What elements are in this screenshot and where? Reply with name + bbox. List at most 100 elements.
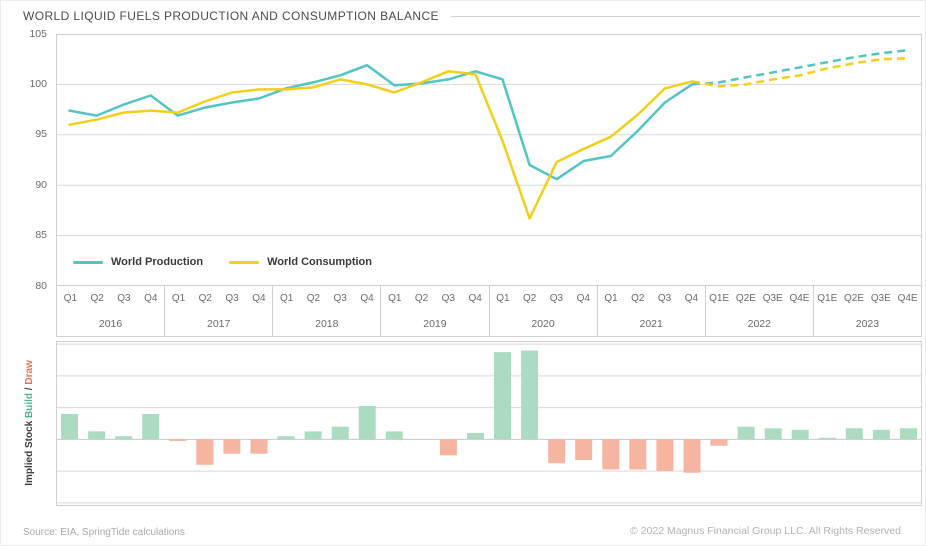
year-group-2018: Q1 Q2 Q3 Q4 2018 (273, 286, 382, 336)
legend-label-production: World Production (111, 256, 204, 268)
stock-build-bar (358, 406, 376, 440)
consumption-line-dashed (691, 56, 909, 88)
title-row: WORLD LIQUID FUELS PRODUCTION AND CONSUM… (23, 9, 920, 23)
stock-build-bar (331, 426, 349, 440)
year-group-2020: Q1 Q2 Q3 Q4 2020 (490, 286, 598, 336)
quarter-label: Q3 (549, 293, 564, 304)
stock-draw-bar (196, 439, 214, 465)
year-label: 2020 (531, 317, 555, 330)
quarter-label: Q1 (388, 293, 402, 304)
quarter-label: Q1 (171, 293, 186, 304)
stock-build-bar (764, 428, 782, 440)
quarter-row: Q1 Q2 Q3 Q4 (273, 286, 380, 311)
legend: World Production World Consumption (73, 256, 372, 268)
quarter-label: Q2 (90, 293, 104, 304)
stock-draw-bar (169, 439, 187, 441)
stock-draw-bar (575, 439, 593, 460)
quarter-label: Q1E (709, 293, 730, 304)
year-label: 2017 (207, 317, 231, 330)
quarter-row: Q1E Q2E Q3E Q4E (706, 286, 813, 311)
year-label: 2021 (639, 317, 663, 330)
stock-label-build: Build (24, 393, 35, 418)
quarter-row: Q1 Q2 Q3 Q4 (165, 286, 272, 311)
chart-title: WORLD LIQUID FUELS PRODUCTION AND CONSUM… (23, 9, 439, 23)
stock-build-bar (900, 428, 917, 440)
quarter-label: Q2E (844, 293, 865, 304)
stock-build-bar (277, 436, 295, 440)
stock-draw-bar (223, 439, 241, 454)
year-label: 2023 (855, 317, 880, 330)
legend-item-production: World Production (73, 256, 203, 268)
year-group-2022: Q1E Q2E Q3E Q4E 2022 (706, 286, 814, 336)
quarter-label: Q3 (441, 293, 455, 304)
year-group-2019: Q1 Q2 Q3 Q4 2019 (381, 286, 490, 336)
stock-draw-bar (710, 439, 728, 446)
quarter-label: Q1 (279, 293, 294, 304)
stock-build-bar (61, 414, 78, 440)
title-rule (450, 15, 920, 17)
quarter-label: Q4 (144, 293, 158, 304)
stock-build-bar (304, 431, 322, 440)
stock-build-bar (737, 426, 755, 440)
stock-build-bar (494, 352, 511, 440)
quarter-label: Q3 (225, 293, 239, 304)
year-label: 2019 (423, 317, 447, 330)
consumption-line-solid (68, 70, 694, 220)
stock-draw-bar (439, 439, 457, 456)
stock-draw-bar (250, 439, 268, 454)
year-group-2021: Q1 Q2 Q3 Q4 2021 (598, 286, 706, 336)
stock-build-bar (818, 437, 836, 440)
quarter-label: Q4 (360, 293, 374, 304)
quarter-label: Q2 (523, 293, 537, 304)
production-consumption-line-chart (56, 34, 922, 286)
x-axis: Q1 Q2 Q3 Q4 2016 Q1 Q2 Q3 Q4 2017 Q1 Q2 Q3 Q4 2018 Q1 Q2… (56, 286, 922, 337)
stock-label-separator: / (24, 384, 35, 393)
year-group-2016: Q1 Q2 Q3 Q4 2016 (57, 286, 166, 336)
y-axis-tick: 85 (35, 229, 47, 242)
stock-build-bar (845, 428, 863, 440)
quarter-label: Q2 (414, 293, 429, 304)
quarter-label: Q1 (496, 293, 510, 304)
quarter-label: Q2 (306, 293, 321, 304)
stock-draw-bar (683, 439, 701, 473)
stock-build-bar (521, 350, 539, 440)
y-axis-tick: 90 (35, 178, 47, 191)
quarter-row: Q1 Q2 Q3 Q4 (381, 286, 488, 311)
stock-build-bar (142, 414, 160, 440)
quarter-row: Q1E Q2E Q3E Q4E (814, 286, 921, 311)
quarter-label: Q3 (117, 293, 131, 304)
quarter-label: Q1E (817, 293, 838, 304)
year-label: 2016 (98, 317, 123, 330)
stock-draw-bar (602, 439, 620, 470)
quarter-label: Q3E (762, 293, 783, 304)
year-group-2023: Q1E Q2E Q3E Q4E 2023 (814, 286, 922, 336)
year-label: 2018 (315, 317, 339, 330)
implied-stock-axis-label: Implied Stock Build / Draw (24, 338, 38, 508)
quarter-row: Q1 Q2 Q3 Q4 (598, 286, 705, 311)
stock-draw-bar (656, 439, 674, 472)
stock-draw-bar (629, 439, 647, 470)
stock-build-bar (791, 429, 809, 440)
stock-build-bar (115, 436, 133, 440)
plot-border (56, 34, 922, 286)
production-line-solid (68, 63, 694, 181)
stock-draw-bar (548, 439, 566, 464)
quarter-row: Q1 Q2 Q3 Q4 (490, 286, 597, 311)
quarter-label: Q2 (631, 293, 645, 304)
stock-label-draw: Draw (24, 360, 35, 385)
year-label: 2022 (747, 317, 771, 330)
stock-build-bar (872, 429, 890, 440)
quarter-label: Q4 (468, 293, 482, 304)
quarter-label: Q4 (252, 293, 266, 304)
y-axis-tick: 95 (35, 128, 47, 141)
y-axis-tick: 105 (29, 27, 47, 40)
legend-item-consumption: World Consumption (229, 256, 372, 268)
quarter-row: Q1 Q2 Q3 Q4 (57, 286, 164, 311)
y-axis-tick: 80 (35, 279, 47, 292)
implied-stock-bar-chart (56, 341, 922, 506)
quarter-label: Q2E (735, 293, 756, 304)
footer-source: Source: EIA, SpringTide calculations (23, 527, 185, 538)
quarter-label: Q3 (657, 293, 672, 304)
consumption-line-swatch (229, 260, 260, 264)
